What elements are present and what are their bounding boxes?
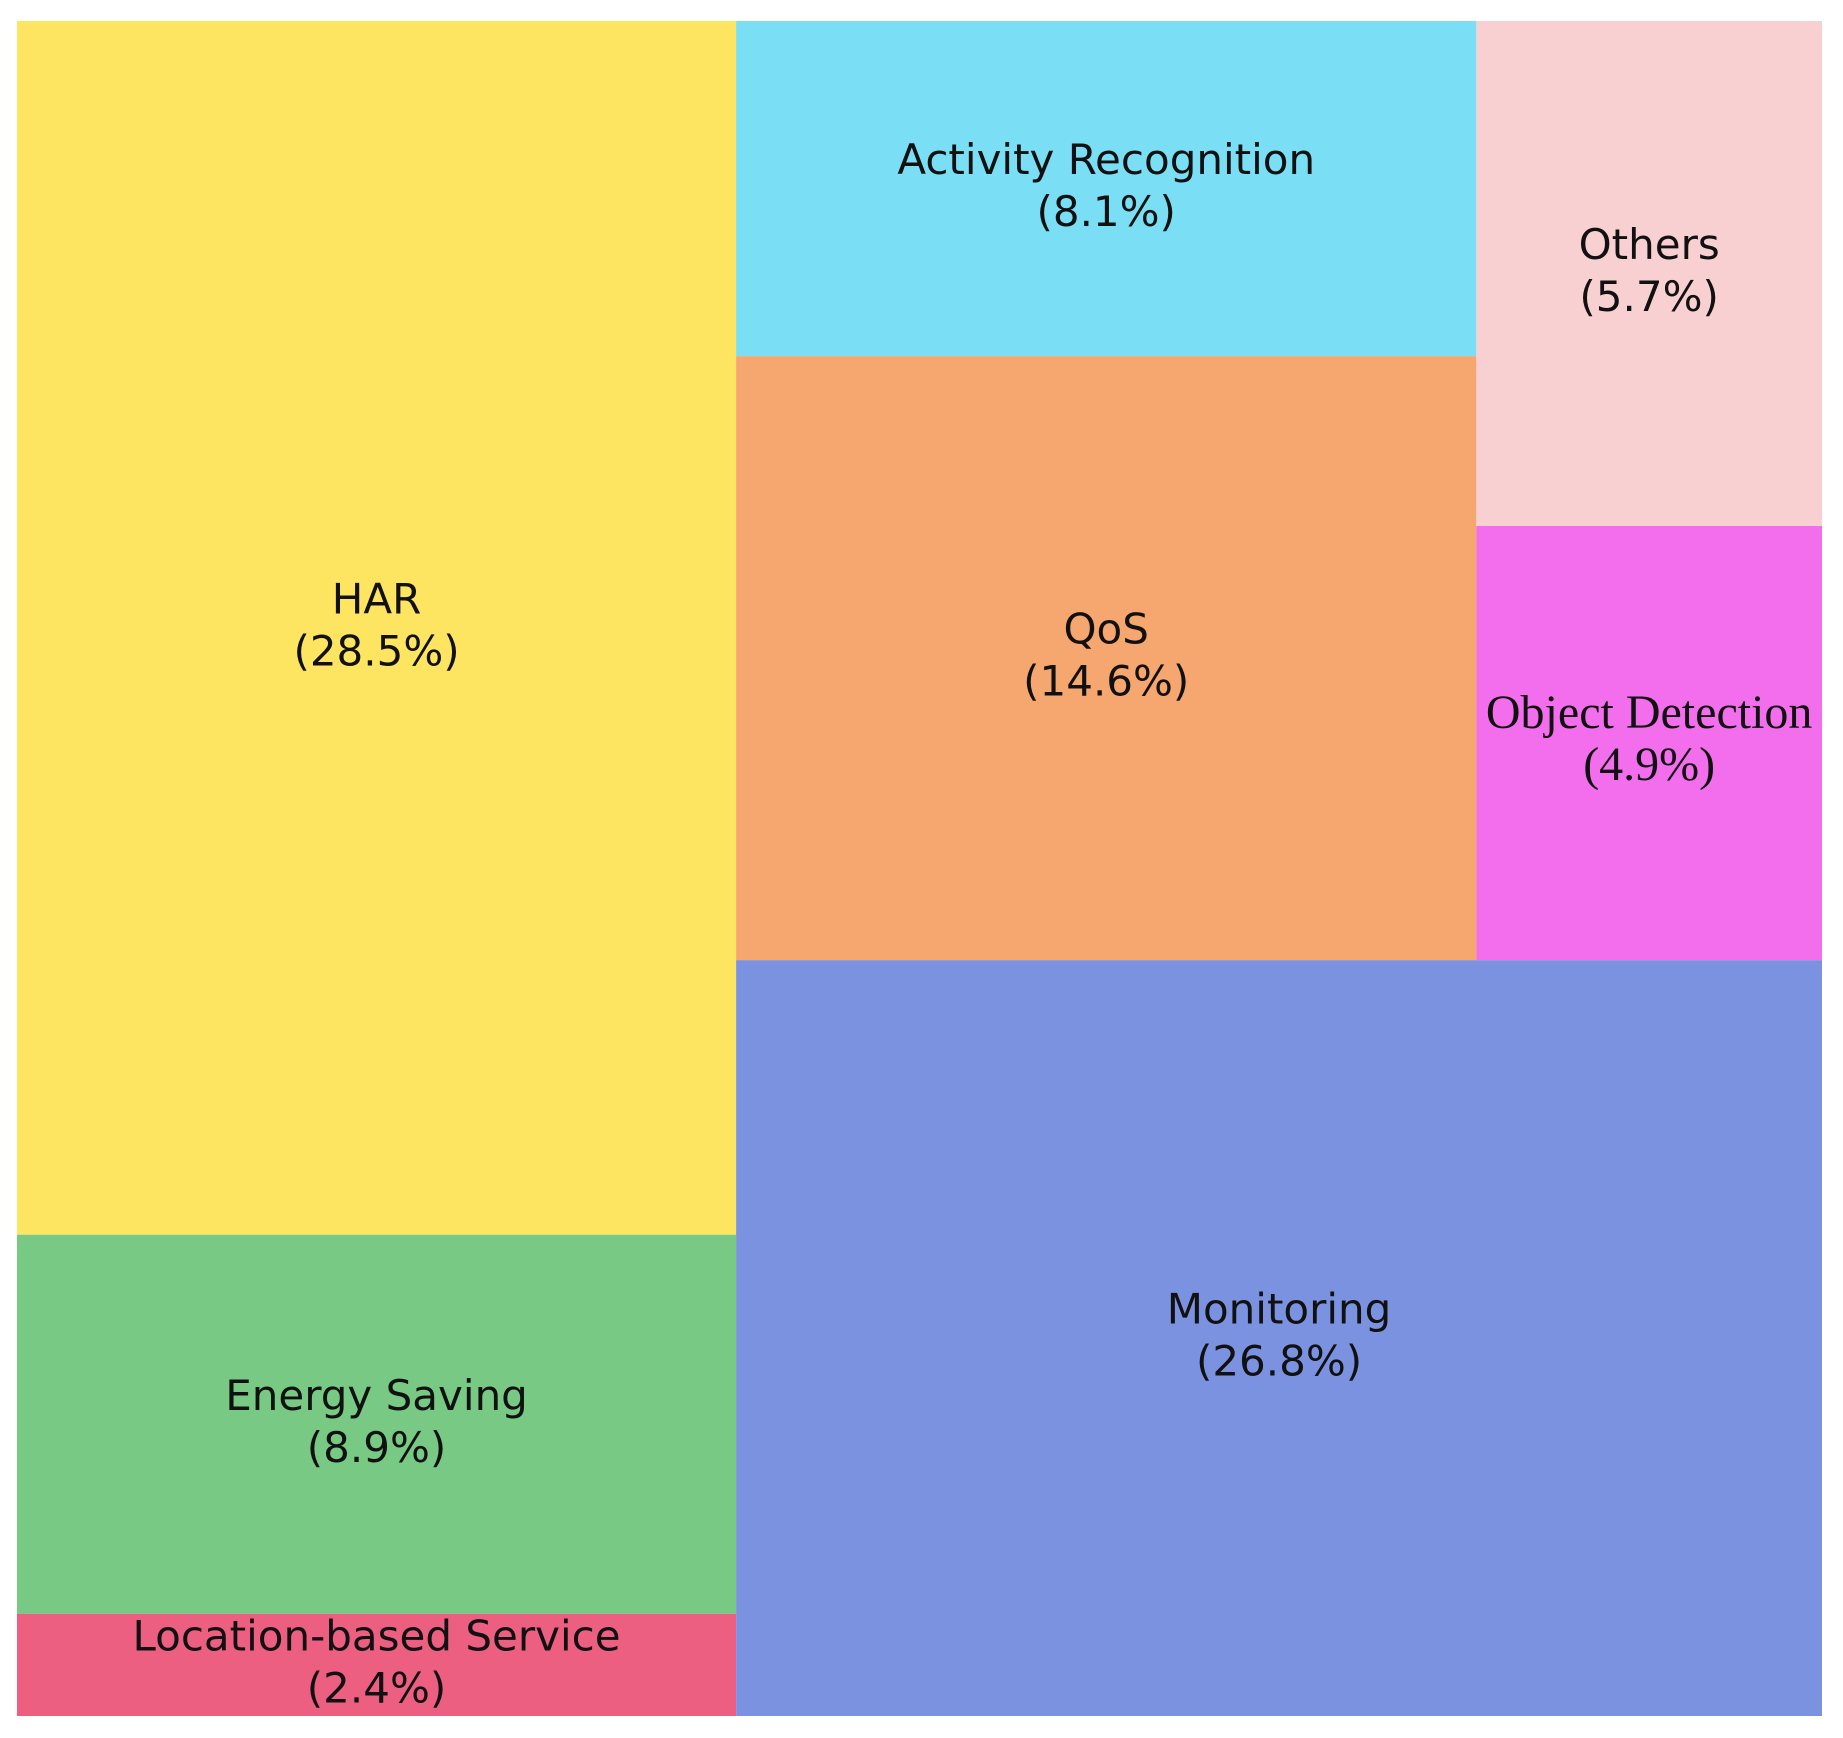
tile-label: Activity Recognition (897, 135, 1315, 184)
value-label: (14.6%) (1023, 657, 1189, 706)
tile-label: HAR (332, 574, 422, 623)
tile (1476, 526, 1822, 961)
value-label: (8.9%) (307, 1423, 446, 1472)
tile (17, 1234, 737, 1614)
value-label: (8.1%) (1036, 187, 1175, 236)
tile (17, 1613, 737, 1716)
tile (736, 21, 1477, 357)
tile-label: Object Detection (1486, 686, 1813, 739)
tile (736, 356, 1477, 961)
value-label: (5.7%) (1579, 272, 1718, 321)
value-label: (28.5%) (293, 626, 459, 675)
value-label: (2.4%) (307, 1663, 446, 1712)
tile (17, 21, 737, 1235)
tile (1476, 21, 1822, 527)
tile-label: Monitoring (1167, 1285, 1392, 1334)
tile-label: Location-based Service (132, 1611, 620, 1660)
tile-label: Others (1579, 220, 1720, 269)
tile-label: QoS (1064, 605, 1149, 654)
value-label: (26.8%) (1196, 1337, 1362, 1386)
value-label: (4.9%) (1583, 738, 1715, 791)
tile (736, 960, 1822, 1716)
tile-label: Energy Saving (225, 1371, 528, 1420)
